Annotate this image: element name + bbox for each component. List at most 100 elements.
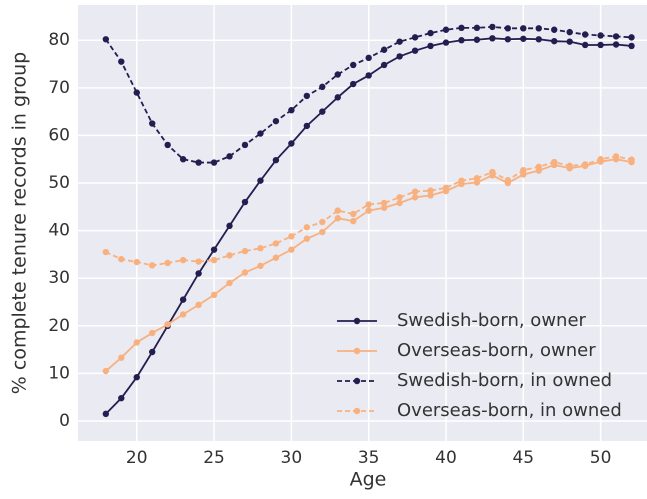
data-point — [210, 246, 218, 253]
data-point — [411, 34, 419, 41]
data-point — [597, 41, 604, 49]
data-point — [365, 207, 372, 214]
data-point — [427, 187, 434, 194]
x-tick-label: 20 — [126, 448, 148, 468]
data-point — [118, 255, 125, 263]
data-point — [411, 188, 419, 195]
data-point — [226, 153, 233, 160]
data-point — [272, 254, 280, 261]
data-point — [612, 153, 620, 160]
data-point — [288, 246, 295, 253]
x-tick-label: 45 — [512, 448, 534, 468]
data-point — [179, 256, 187, 264]
data-point — [195, 270, 202, 277]
data-point — [102, 248, 110, 256]
data-point — [411, 194, 419, 201]
data-point — [427, 42, 434, 50]
legend-marker — [353, 407, 361, 415]
data-point — [566, 38, 573, 45]
data-point — [272, 240, 280, 247]
data-point — [380, 199, 388, 207]
y-tick-label: 60 — [48, 125, 70, 145]
y-axis-label: % complete tenure records in group — [9, 52, 31, 394]
data-point — [581, 161, 589, 168]
data-point — [164, 141, 171, 149]
data-point — [566, 162, 573, 170]
data-point — [102, 367, 110, 375]
data-point — [164, 259, 171, 267]
data-point — [442, 184, 450, 191]
data-point — [350, 210, 357, 218]
data-point — [319, 83, 326, 91]
data-point — [133, 374, 140, 381]
data-point — [458, 177, 465, 184]
x-axis-label: Age — [350, 469, 387, 491]
data-point — [257, 245, 264, 252]
data-point — [334, 215, 341, 222]
data-point — [133, 258, 140, 266]
x-tick-label: 40 — [435, 448, 457, 468]
y-tick-label: 40 — [48, 221, 70, 241]
data-point — [396, 194, 403, 201]
data-point — [149, 120, 156, 127]
data-point — [458, 24, 465, 32]
data-point — [581, 41, 589, 49]
legend-label: Swedish-born, in owned — [397, 370, 612, 391]
data-point — [380, 46, 388, 53]
data-point — [334, 207, 341, 214]
data-point — [520, 166, 527, 174]
data-point — [411, 47, 419, 54]
data-point — [149, 348, 156, 356]
data-point — [365, 201, 372, 208]
data-point — [195, 301, 202, 309]
data-point — [504, 25, 512, 32]
data-point — [257, 262, 264, 270]
data-point — [288, 233, 295, 240]
y-tick-label: 50 — [48, 173, 70, 193]
data-point — [102, 410, 110, 418]
data-point — [179, 296, 187, 303]
x-tick-label: 30 — [281, 448, 303, 468]
legend-label: Swedish-born, owner — [397, 310, 587, 331]
data-point — [319, 228, 326, 236]
data-point — [210, 159, 218, 166]
data-point — [535, 25, 542, 32]
data-point — [226, 222, 233, 230]
data-point — [257, 130, 264, 137]
data-point — [566, 28, 573, 36]
data-point — [350, 61, 357, 69]
data-point — [396, 53, 403, 60]
series-line — [105, 155, 632, 267]
data-point — [489, 23, 496, 31]
data-point — [612, 41, 620, 48]
data-point — [118, 394, 125, 402]
data-point — [241, 198, 249, 206]
data-point — [241, 269, 249, 276]
y-tick-label: 0 — [59, 411, 70, 431]
data-point — [179, 156, 187, 163]
data-point — [319, 108, 326, 115]
x-tick-label: 50 — [590, 448, 612, 468]
data-point — [612, 33, 620, 40]
y-tick-label: 20 — [48, 316, 70, 336]
data-point — [319, 218, 326, 226]
data-point — [551, 158, 558, 166]
data-point — [164, 321, 171, 328]
data-point — [504, 176, 512, 184]
data-point — [365, 72, 372, 79]
data-point — [628, 34, 635, 41]
y-tick-label: 70 — [48, 78, 70, 98]
data-point — [288, 106, 295, 114]
data-point — [303, 92, 311, 100]
data-point — [535, 163, 542, 171]
data-point — [195, 258, 202, 265]
y-tick-label: 30 — [48, 268, 70, 288]
data-point — [520, 25, 527, 32]
data-point — [210, 256, 218, 264]
data-point — [226, 279, 233, 287]
data-point — [489, 168, 496, 176]
data-point — [473, 175, 481, 182]
y-tick-label: 10 — [48, 363, 70, 383]
data-point — [272, 117, 280, 125]
